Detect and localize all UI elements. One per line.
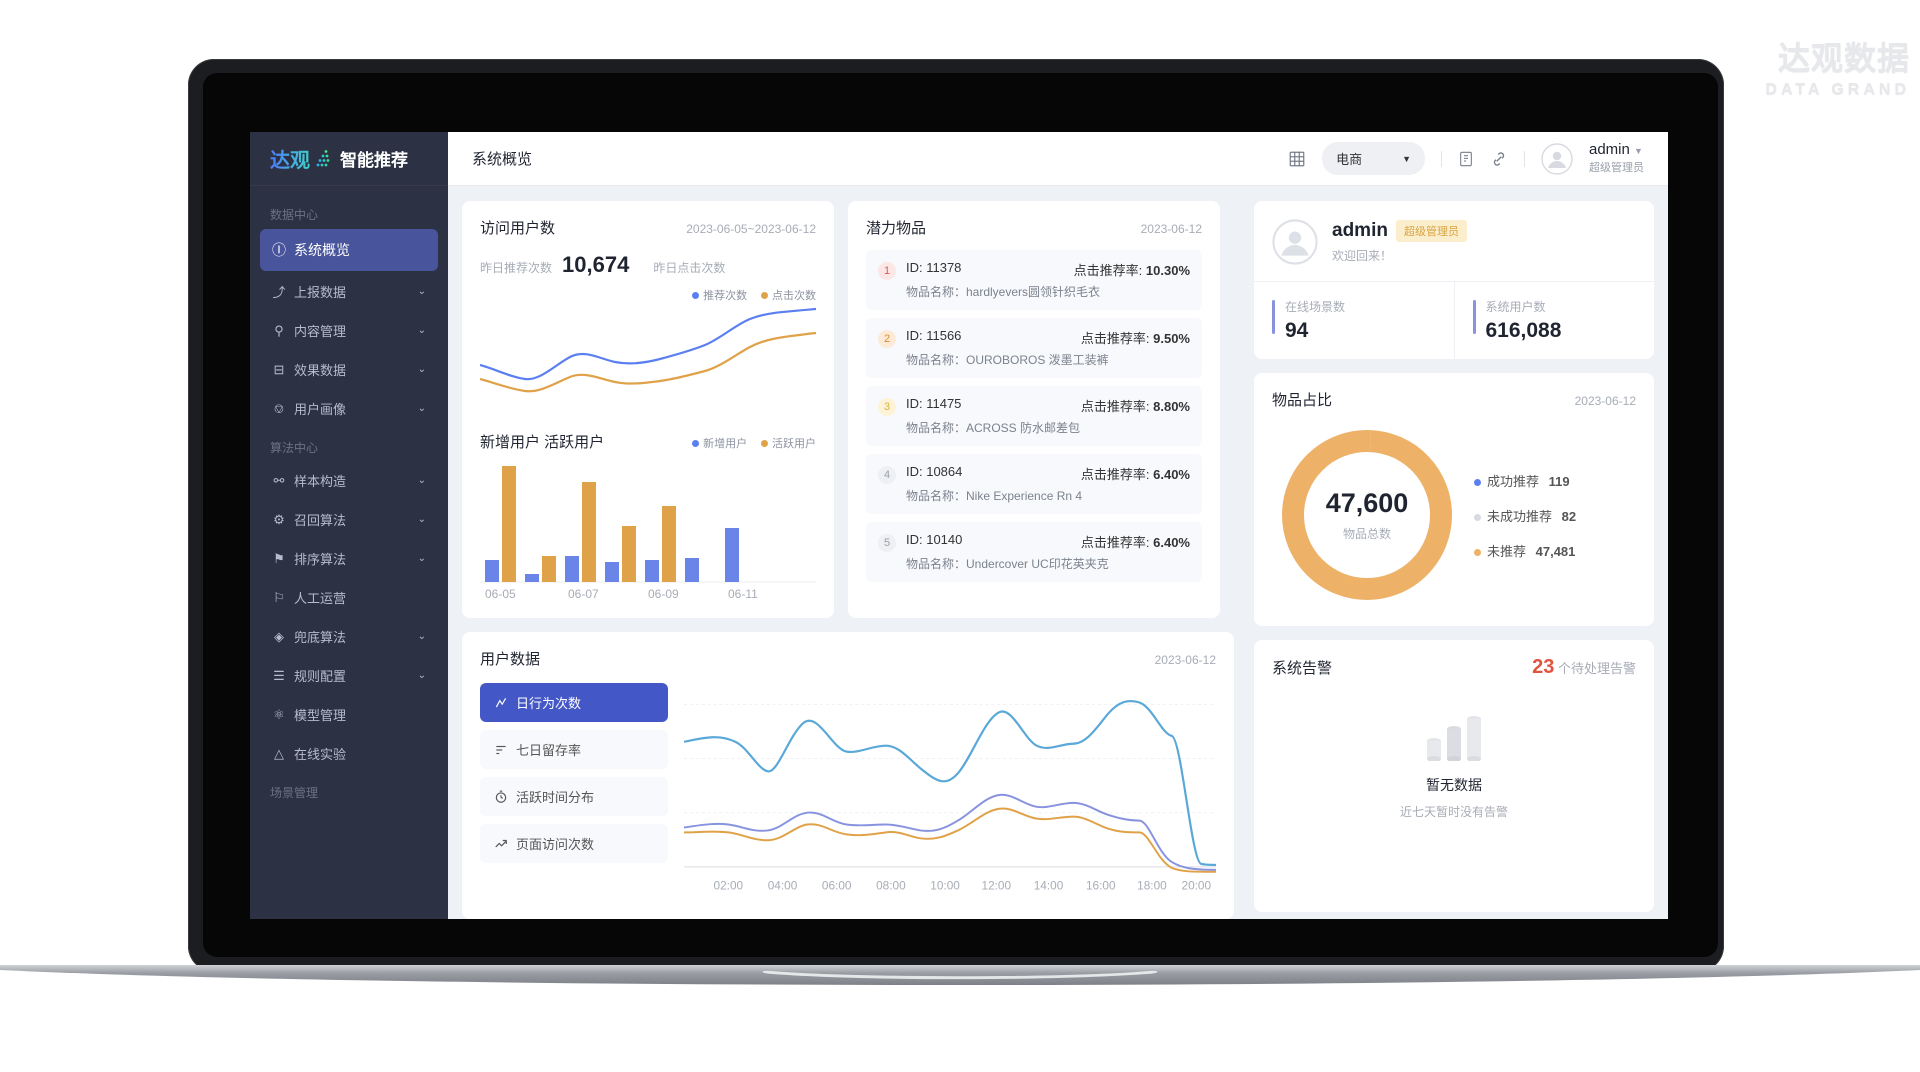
svg-text:06-05: 06-05 xyxy=(485,587,516,601)
svg-text:08:00: 08:00 xyxy=(876,879,906,893)
svg-text:12:00: 12:00 xyxy=(982,879,1012,893)
svg-text:06-07: 06-07 xyxy=(568,587,599,601)
svg-text:物品总数: 物品总数 xyxy=(1343,526,1391,541)
svg-text:06-11: 06-11 xyxy=(728,587,758,601)
svg-text:04:00: 04:00 xyxy=(768,879,798,893)
svg-text:14:00: 14:00 xyxy=(1034,879,1064,893)
svg-text:06-09: 06-09 xyxy=(648,587,679,601)
svg-text:20:00: 20:00 xyxy=(1182,879,1212,893)
svg-text:06:00: 06:00 xyxy=(822,879,852,893)
svg-text:02:00: 02:00 xyxy=(714,879,744,893)
svg-text:47,600: 47,600 xyxy=(1326,488,1409,518)
svg-text:10:00: 10:00 xyxy=(930,879,960,893)
svg-text:18:00: 18:00 xyxy=(1137,879,1167,893)
svg-text:16:00: 16:00 xyxy=(1086,879,1116,893)
